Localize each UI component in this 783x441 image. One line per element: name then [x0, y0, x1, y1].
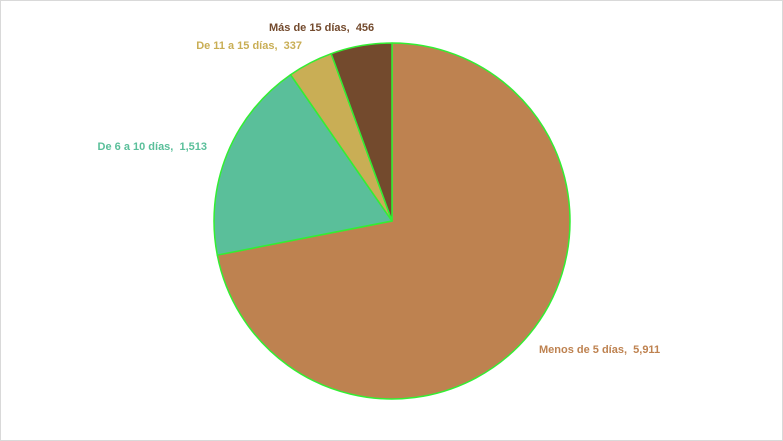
pie-slice-menos-de-5-dias	[216, 42, 571, 400]
data-label-mas-de-15-dias: Más de 15 días, 456	[269, 22, 374, 34]
data-label-menos-de-5-dias: Menos de 5 días, 5,911	[539, 344, 660, 356]
pie-slice-de-6-a-10-dias	[213, 73, 393, 256]
data-label-de-11-a-15-dias: De 11 a 15 días, 337	[196, 40, 302, 52]
data-label-de-6-a-10-dias: De 6 a 10 días, 1,513	[98, 141, 207, 153]
pie-slice-mas-de-15-dias	[330, 42, 393, 222]
